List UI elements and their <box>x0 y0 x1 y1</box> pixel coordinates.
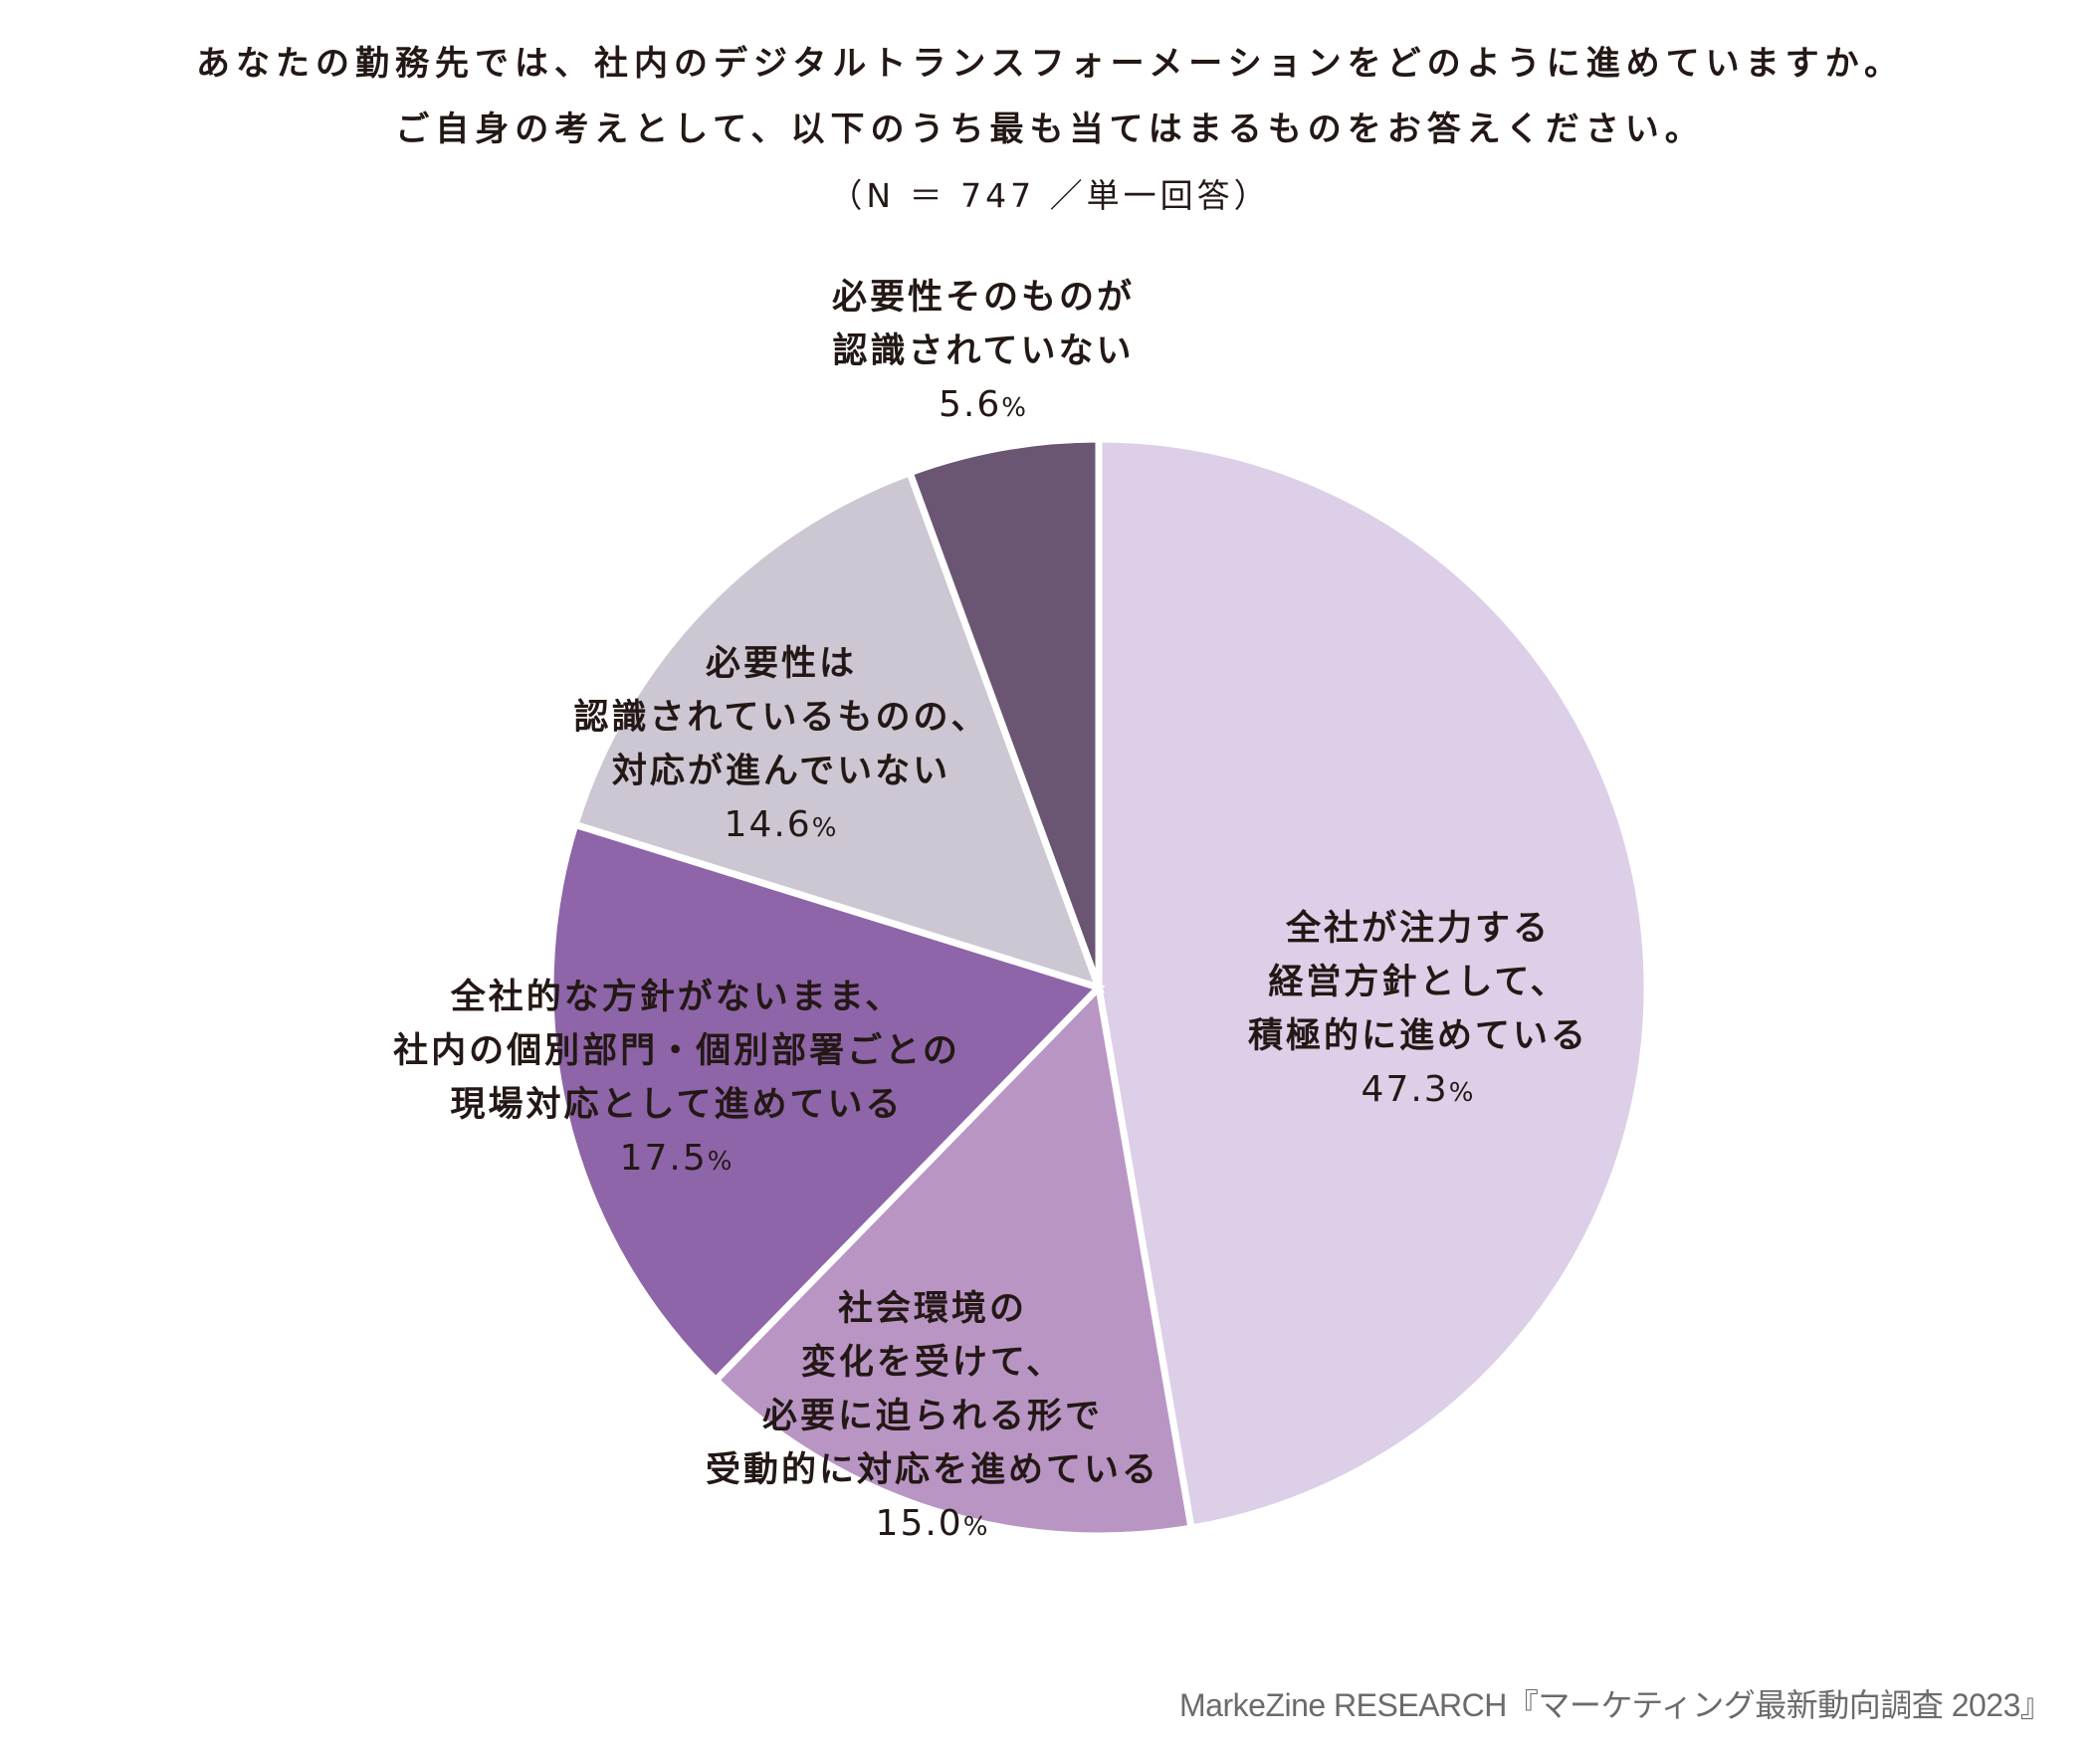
label-line: 認識されていない <box>832 331 1135 371</box>
label-line: 対応が進んでいない <box>611 752 951 791</box>
slice-label-not-recognized: 必要性そのものが 認識されていない 5.6% <box>832 271 1135 435</box>
slice-percent: 47.3% <box>1361 1069 1476 1110</box>
label-line: 社内の個別部門・個別部署ごとの <box>393 1031 960 1071</box>
slice-label-recognized-not-progressing: 必要性は 認識されているものの、 対応が進んでいない 14.6% <box>574 637 989 855</box>
label-line: 積極的に進めている <box>1247 1016 1589 1056</box>
chart-title-line-1: あなたの勤務先では、社内のデジタルトランスフォーメーションをどのように進めていま… <box>196 44 1904 84</box>
pie-slice-not-recognized <box>905 435 1103 989</box>
pie-slice-department-level <box>546 820 1106 1386</box>
label-line: 必要性そのものが <box>831 278 1136 318</box>
label-line: 変化を受けて、 <box>800 1343 1065 1383</box>
label-line: 受動的に対応を進めている <box>705 1450 1160 1490</box>
label-line: 社会環境の <box>837 1289 1028 1329</box>
slice-percent: 15.0% <box>875 1503 990 1544</box>
slice-percent: 14.6% <box>724 804 839 845</box>
chart-title-line-2: ご自身の考えとして、以下のうち最も当てはまるものをお答えください。 <box>395 109 1705 149</box>
label-line: 必要に迫られる形で <box>761 1397 1104 1436</box>
pie-slice-active-company-wide <box>1095 435 1651 1533</box>
slice-percent: 5.6% <box>939 384 1028 425</box>
slice-label-active-company-wide: 全社が注力する 経営方針として、 積極的に進めている 47.3% <box>1248 902 1588 1120</box>
chart-subtitle: （N ＝ 747 ／単一回答） <box>829 176 1271 215</box>
label-line: 全社的な方針がないまま、 <box>450 978 904 1017</box>
label-line: 認識されているものの、 <box>573 698 989 738</box>
pie-slice-reactive <box>711 980 1196 1540</box>
label-line: 現場対応として進めている <box>450 1085 904 1125</box>
slice-label-department-level: 全社的な方針がないまま、 社内の個別部門・個別部署ごとの 現場対応として進めてい… <box>393 971 960 1189</box>
pie-slice-recognized-not-progressing <box>570 468 1105 993</box>
label-line: 経営方針として、 <box>1268 963 1569 1002</box>
slice-percent: 17.5% <box>619 1138 735 1179</box>
source-credit: MarkeZine RESEARCH『マーケティング最新動向調査 2023』 <box>1179 1687 2052 1723</box>
label-line: 必要性は <box>705 644 858 684</box>
slice-label-reactive: 社会環境の 変化を受けて、 必要に迫られる形で 受動的に対応を進めている 15.… <box>706 1282 1159 1554</box>
label-line: 全社が注力する <box>1285 909 1552 949</box>
